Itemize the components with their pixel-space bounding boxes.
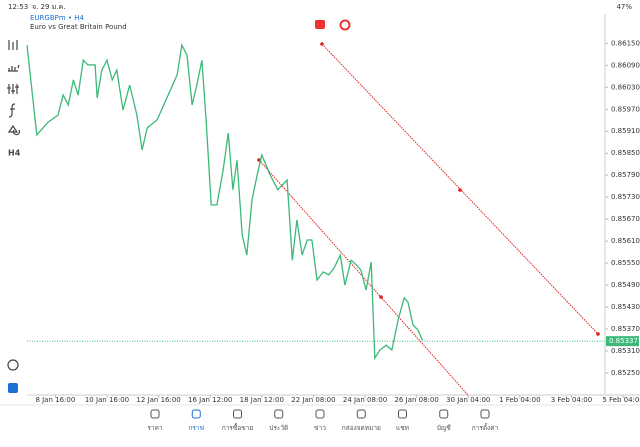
nav-icon[interactable] — [439, 409, 449, 419]
x-tick-label: 3 Feb 04:00 — [551, 396, 592, 404]
nav-label[interactable]: บัญชี — [437, 424, 452, 432]
nav-icon[interactable] — [274, 409, 284, 419]
current-price-label: 0.85337 — [609, 337, 638, 345]
symbol-name[interactable]: EURGBPm • H4 — [30, 14, 85, 22]
trendline-handle[interactable] — [320, 42, 324, 46]
x-tick-label: 26 Jan 08:00 — [394, 396, 438, 404]
tool-settings[interactable] — [7, 84, 19, 94]
x-tick-label: 30 Jan 04:00 — [446, 396, 490, 404]
y-tick-label: 0.85490 — [611, 281, 640, 289]
sync-icon[interactable] — [339, 19, 351, 31]
nav-icon[interactable] — [398, 409, 407, 419]
y-tick-label: 0.85670 — [611, 215, 640, 223]
nav-label[interactable]: การซื้อขาย — [222, 423, 253, 432]
x-tick-label: 16 Jan 12:00 — [188, 396, 232, 404]
tool-crosshair[interactable] — [7, 359, 19, 371]
status-battery: 47% — [616, 3, 632, 11]
x-tick-label: 18 Jan 12:00 — [240, 396, 284, 404]
trendline-handle[interactable] — [458, 188, 462, 192]
tool-bars[interactable] — [8, 64, 20, 72]
current-price-box — [606, 336, 639, 347]
nav-label[interactable]: ข่าว — [314, 424, 326, 432]
y-tick-label: 0.85250 — [611, 369, 640, 377]
nav-icon[interactable] — [356, 409, 366, 419]
x-tick-label: 10 Jan 16:00 — [85, 396, 129, 404]
x-tick-label: 12 Jan 16:00 — [136, 396, 180, 404]
nav-label[interactable]: การตั้งค่า — [472, 423, 499, 432]
y-tick-label: 0.85730 — [611, 193, 640, 201]
y-tick-label: 0.85970 — [611, 105, 640, 113]
x-tick-label: 8 Jan 16:00 — [35, 396, 75, 404]
tool-timeframe[interactable]: H4 — [8, 149, 21, 158]
symbol-description: Euro vs Great Britain Pound — [30, 23, 127, 31]
y-tick-label: 0.85790 — [611, 171, 640, 179]
one-click-icon[interactable] — [315, 20, 325, 29]
y-tick-label: 0.85610 — [611, 237, 640, 245]
tool-objects[interactable] — [7, 124, 21, 136]
nav-icon[interactable] — [150, 409, 160, 419]
x-tick-label: 22 Jan 08:00 — [291, 396, 335, 404]
trendlines — [257, 42, 600, 396]
trendline-handle[interactable] — [596, 332, 600, 336]
nav-icon[interactable] — [480, 409, 490, 419]
x-tick-label: 5 Feb 04:00 — [602, 396, 640, 404]
x-tick-label: 24 Jan 08:00 — [343, 396, 387, 404]
status-date: จ. 29 ม.ค. — [32, 3, 65, 11]
tool-trade[interactable] — [8, 383, 18, 393]
y-tick-label: 0.85430 — [611, 303, 640, 311]
y-tick-label: 0.85370 — [611, 325, 640, 333]
nav-icon[interactable] — [191, 409, 201, 419]
y-tick-label: 0.86090 — [611, 61, 640, 69]
trendline-handle[interactable] — [379, 295, 383, 299]
y-tick-label: 0.86150 — [611, 39, 640, 47]
nav-label[interactable]: ประวัติ — [269, 424, 288, 432]
y-tick-label: 0.85310 — [611, 347, 640, 355]
left-toolbar: H4 — [7, 40, 21, 393]
nav-icon[interactable] — [233, 409, 242, 419]
y-tick-label: 0.85850 — [611, 149, 640, 157]
y-tick-label: 0.85550 — [611, 259, 640, 267]
x-tick-label: 1 Feb 04:00 — [499, 396, 540, 404]
bottom-nav: ราคา กราฟ การซื้อขาย ประวัติ ข่าว กล่องจดหมาย… — [147, 409, 499, 432]
y-tick-label: 0.86030 — [611, 83, 640, 91]
status-time: 12:53 — [8, 3, 28, 11]
nav-label[interactable]: กราฟ — [188, 424, 204, 432]
y-tick-label: 0.85910 — [611, 127, 640, 135]
nav-label[interactable]: ราคา — [147, 424, 162, 432]
nav-label[interactable]: กล่องจดหมาย — [342, 424, 381, 432]
nav-icon[interactable] — [315, 409, 325, 419]
tool-candles[interactable] — [8, 40, 18, 50]
tool-indicators[interactable] — [8, 103, 16, 118]
price-line — [26, 43, 423, 361]
nav-label[interactable]: แชท — [396, 424, 409, 432]
